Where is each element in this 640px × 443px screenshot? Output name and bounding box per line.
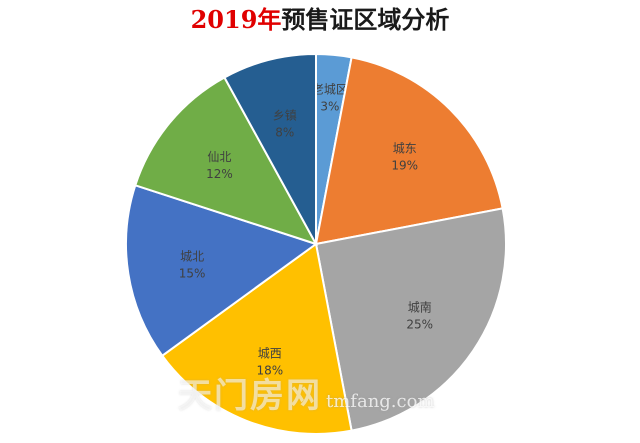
watermark-brand: 天门房网: [178, 376, 322, 416]
slice-label-name-6: 乡镇: [273, 109, 297, 123]
slice-label-percent-1: 19%: [391, 158, 418, 172]
chart-title-year: 2019年: [190, 5, 282, 34]
slice-label-percent-5: 12%: [206, 167, 233, 181]
slice-label-name-1: 城东: [393, 141, 417, 155]
pie-slice-6: [223, 52, 317, 245]
pie-slice-3: [160, 242, 353, 435]
slice-label-name-4: 城北: [180, 250, 204, 264]
slice-label-name-2: 城南: [408, 300, 432, 315]
slice-label-percent-6: 8%: [275, 126, 294, 140]
chart-title-text: 预售证区域分析: [281, 5, 450, 34]
pie-slice-5: [134, 76, 319, 246]
slice-label-name-3: 城西: [258, 347, 282, 361]
watermark-domain: tmfang.com: [326, 391, 435, 412]
pie-slice-2: [314, 207, 507, 432]
watermark: 天门房网 tmfang.com: [178, 368, 435, 417]
slice-label-percent-0: 3%: [320, 100, 339, 114]
slice-label-percent-3: 18%: [256, 364, 283, 378]
slice-label-percent-4: 15%: [179, 267, 206, 281]
slice-label-name-5: 仙北: [207, 150, 231, 164]
pie-slice-1: [314, 56, 504, 246]
slice-label-percent-2: 25%: [406, 318, 433, 332]
pie-slice-4: [125, 184, 319, 358]
slice-label-name-0: 老城区: [312, 83, 348, 97]
chart-title: 2019年预售证区域分析: [0, 4, 640, 36]
